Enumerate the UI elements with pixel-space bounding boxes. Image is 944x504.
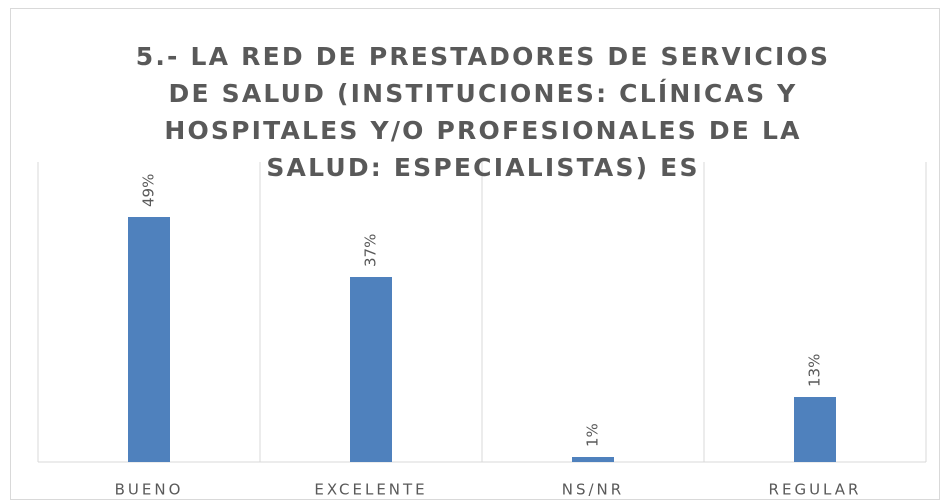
data-label: 1% [584, 423, 602, 447]
bar [350, 277, 392, 462]
data-label: 37% [362, 234, 380, 267]
bar [572, 457, 614, 462]
bar [794, 397, 836, 462]
data-label: 49% [140, 174, 158, 207]
chart-title: 5.- LA RED DE PRESTADORES DE SERVICIOS D… [135, 42, 831, 182]
bar [128, 217, 170, 462]
data-label: 13% [806, 354, 824, 387]
chart-border [10, 8, 940, 500]
x-tick-label: NS/NR [562, 481, 624, 499]
x-tick-label: EXCELENTE [314, 481, 427, 499]
x-tick-label: REGULAR [769, 481, 862, 499]
x-tick-label: BUENO [115, 481, 184, 499]
